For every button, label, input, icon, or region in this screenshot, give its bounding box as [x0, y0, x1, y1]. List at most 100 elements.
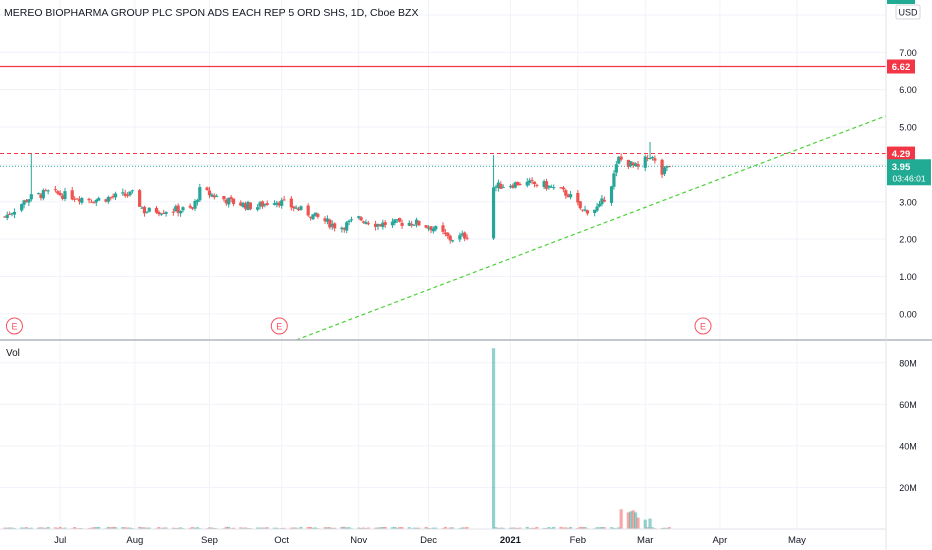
candle-body	[393, 219, 397, 224]
time-tick-label: May	[788, 535, 806, 546]
volume-bar	[94, 527, 98, 529]
earnings-marker[interactable]: E	[270, 317, 288, 335]
candle-body	[159, 213, 163, 215]
volume-bar	[142, 527, 147, 529]
volume-bar	[552, 526, 556, 529]
volume-bar	[595, 527, 599, 529]
earnings-marker-label: E	[276, 322, 282, 332]
candle-body	[609, 186, 614, 203]
volume-bar	[73, 527, 77, 529]
candle-body	[193, 201, 197, 209]
candle-body	[171, 211, 175, 213]
volume-bar	[508, 527, 513, 529]
price-tick-label: 0.00	[899, 309, 917, 319]
candle-body	[3, 216, 7, 218]
candle-body	[347, 220, 351, 223]
candle-body	[328, 219, 332, 228]
candle-body	[552, 187, 556, 189]
volume-bar	[147, 527, 151, 529]
candle-body	[561, 187, 565, 190]
candle-body	[181, 207, 185, 211]
volume-bar	[383, 526, 387, 529]
candle-body	[451, 240, 455, 242]
volume-bar	[39, 527, 43, 529]
volume-bar	[491, 348, 496, 529]
volume-bar	[308, 527, 313, 529]
volume-bar	[44, 527, 48, 529]
price-tick-label: 3.00	[899, 197, 917, 207]
candle-body	[210, 194, 214, 197]
candle-body	[123, 193, 127, 196]
candle-body	[162, 213, 166, 215]
volume-bar	[609, 527, 614, 529]
candle-body	[313, 212, 317, 216]
candle-body	[296, 208, 301, 211]
volume-bar	[123, 527, 127, 529]
candle-body	[544, 181, 549, 189]
candle-body	[366, 223, 370, 225]
price-series	[3, 141, 671, 244]
candle-body	[434, 226, 438, 230]
candle-body	[70, 190, 74, 200]
volume-bar	[600, 527, 604, 529]
candle-body	[381, 222, 385, 228]
volume-bar	[648, 518, 652, 529]
volume-bar	[3, 527, 7, 529]
currency-badge-box	[895, 4, 921, 20]
candle-body	[121, 192, 125, 194]
symbol-title[interactable]: MEREO BIOPHARMA GROUP PLC SPON ADS EACH …	[4, 7, 418, 19]
volume-tick-label: 60M	[899, 400, 917, 410]
candle-body	[258, 202, 262, 207]
volume-bar	[359, 527, 363, 529]
volume-bar	[431, 527, 435, 529]
candle-body	[597, 204, 602, 207]
volume-tick-label: 40M	[899, 441, 917, 451]
candle-body	[106, 196, 110, 202]
volume-bar	[207, 527, 212, 529]
candle-body	[174, 206, 178, 212]
candle-body	[289, 198, 293, 208]
earnings-marker[interactable]: E	[694, 317, 712, 335]
volume-bar	[667, 527, 671, 529]
candle-body	[113, 193, 118, 198]
volume-bar	[294, 527, 298, 529]
candle-body	[311, 214, 315, 220]
volume-bar	[313, 527, 317, 529]
volume-bar	[381, 527, 385, 529]
candle-body	[443, 232, 448, 235]
candle-body	[195, 200, 200, 203]
candle-body	[364, 221, 368, 224]
candle-body	[612, 173, 616, 187]
volume-axis[interactable]: 20M 40M 60M 80M	[899, 358, 917, 493]
volume-bar	[434, 527, 438, 529]
volume-bar	[576, 527, 580, 529]
volume-bar	[417, 527, 421, 529]
volume-bar	[275, 527, 279, 529]
volume-bar	[530, 527, 534, 529]
candle-body	[212, 195, 216, 198]
time-axis[interactable]: Jul Aug Sep Oct Nov Dec 2021 Feb Mar Apr May	[54, 535, 806, 546]
volume-bar	[443, 526, 448, 529]
earnings-marker-label: E	[11, 322, 17, 332]
candle-body	[239, 202, 243, 206]
volume-bar	[665, 527, 669, 529]
price-tick-label: 6.00	[899, 85, 917, 95]
volume-bar	[460, 527, 464, 529]
volume-pane-label[interactable]: Vol	[6, 348, 20, 359]
volume-bar	[347, 527, 351, 529]
candle-body	[511, 185, 515, 188]
candle-body	[643, 156, 647, 168]
candle-body	[299, 206, 303, 210]
candle-body	[147, 207, 151, 212]
candle-body	[215, 195, 219, 197]
trendline[interactable]	[295, 115, 887, 341]
currency-badge[interactable]: USD	[898, 8, 918, 18]
earnings-marker[interactable]: E	[5, 317, 23, 335]
volume-bar	[258, 527, 262, 529]
candle-body	[390, 221, 395, 226]
candle-body	[491, 187, 496, 239]
candle-body	[383, 222, 387, 225]
price-tick-label: 2.00	[899, 235, 917, 245]
volume-bar	[325, 527, 330, 529]
